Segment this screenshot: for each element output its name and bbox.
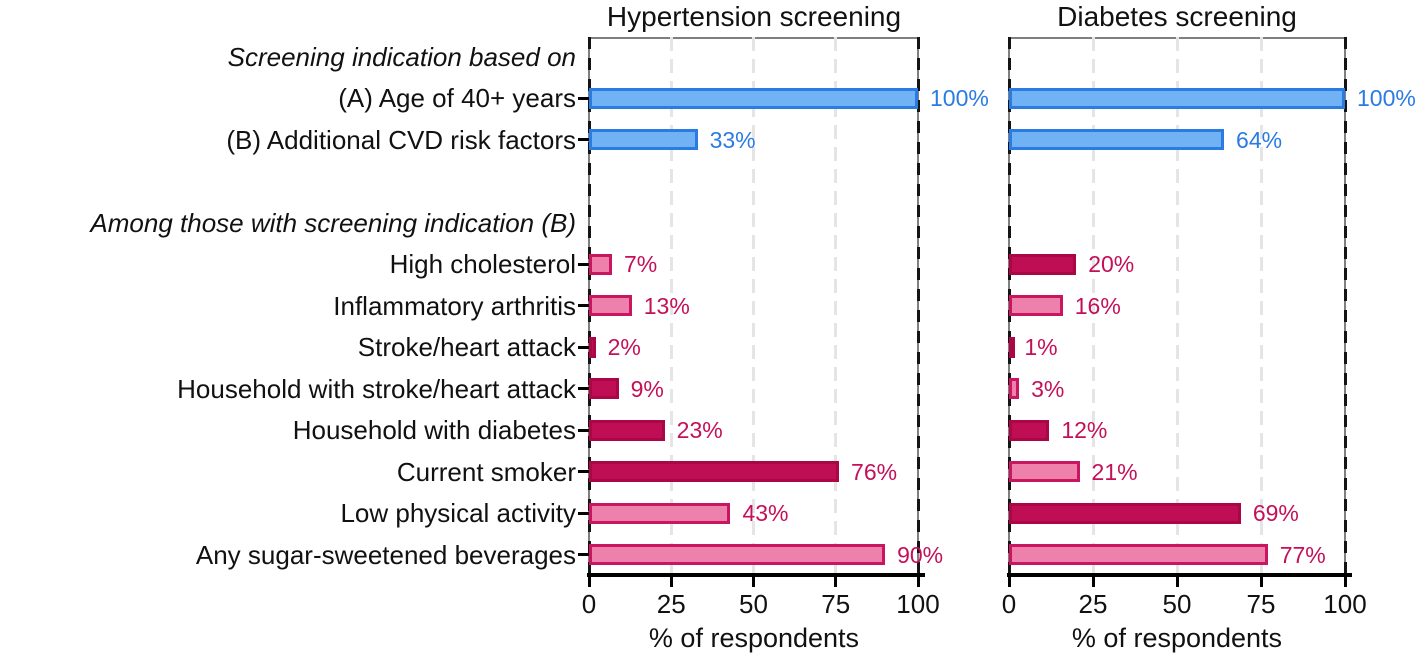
category-label: (A) Age of 40+ years xyxy=(338,83,576,113)
category-label: Inflammatory arthritis xyxy=(333,290,576,321)
x-axis-tick xyxy=(587,576,591,587)
value-label: 77% xyxy=(1279,541,1326,568)
section-header-label: Screening indication based on xyxy=(227,41,576,72)
bar-hyp xyxy=(589,461,840,482)
panel-title-diabetes: Diabetes screening xyxy=(1057,1,1297,32)
x-tick-label: 0 xyxy=(1001,589,1017,619)
value-label: 16% xyxy=(1074,292,1121,319)
x-tick-label: 0 xyxy=(581,589,597,619)
bar-dia xyxy=(1009,461,1080,482)
category-label: Household with stroke/heart attack xyxy=(177,373,576,404)
value-label: 12% xyxy=(1061,417,1108,443)
x-axis-tick xyxy=(916,576,920,587)
x-axis-tick xyxy=(1175,576,1179,587)
gridline xyxy=(834,37,838,574)
bar-hyp xyxy=(589,253,613,275)
category-label: High cholesterol xyxy=(389,249,576,279)
value-label: 9% xyxy=(630,375,664,402)
x-axis-line xyxy=(587,573,925,577)
x-tick-label: 100 xyxy=(896,589,940,619)
bar-dia xyxy=(1009,502,1241,524)
bar-hyp xyxy=(589,502,731,524)
y-axis-tick xyxy=(578,345,589,349)
value-label: 13% xyxy=(643,292,690,319)
bar-hyp xyxy=(589,544,886,565)
x-tick-label: 75 xyxy=(1246,589,1276,619)
value-label: 21% xyxy=(1091,458,1138,485)
category-label: Any sugar-sweetened beverages xyxy=(195,539,576,570)
x-axis-tick xyxy=(1007,576,1011,587)
value-label: 100% xyxy=(1357,85,1416,111)
category-label: Stroke/heart attack xyxy=(357,332,576,362)
x-tick-label: 25 xyxy=(656,589,686,619)
y-axis-tick xyxy=(578,138,589,141)
bar-dia xyxy=(1009,129,1225,150)
bar-hyp xyxy=(589,295,632,316)
value-label: 90% xyxy=(897,541,944,568)
value-label: 100% xyxy=(930,85,989,111)
value-label: 33% xyxy=(709,126,756,153)
bar-dia xyxy=(1009,253,1077,275)
bar-hyp xyxy=(589,419,665,441)
y-axis-tick xyxy=(578,304,589,307)
bar-dia xyxy=(1009,544,1268,565)
value-label: 2% xyxy=(607,334,641,360)
bar-dia xyxy=(1009,378,1020,399)
value-label: 76% xyxy=(851,458,898,485)
category-label: Household with diabetes xyxy=(292,415,576,445)
x-tick-label: 25 xyxy=(1078,589,1108,619)
gridline xyxy=(1175,37,1179,574)
value-label: 20% xyxy=(1088,251,1135,277)
y-axis-tick xyxy=(578,387,589,390)
y-axis-tick xyxy=(578,470,589,473)
x-tick-label: 100 xyxy=(1323,589,1367,619)
bar-dia xyxy=(1009,336,1015,358)
boundary-gridline xyxy=(1343,37,1347,574)
bar-hyp xyxy=(589,87,918,109)
gridline xyxy=(1259,37,1263,574)
value-label: 69% xyxy=(1252,500,1299,526)
bar-dia xyxy=(1009,87,1345,109)
gridline xyxy=(1091,37,1095,574)
bar-dia xyxy=(1009,419,1050,441)
category-label: Low physical activity xyxy=(340,498,576,528)
value-label: 1% xyxy=(1024,334,1058,360)
y-axis-tick xyxy=(578,96,589,100)
value-label: 64% xyxy=(1236,126,1283,153)
y-axis-tick xyxy=(578,511,589,515)
x-tick-label: 50 xyxy=(739,589,768,619)
x-axis-tick xyxy=(669,576,673,587)
gridline xyxy=(669,37,673,574)
y-axis-tick xyxy=(578,553,589,556)
gridline xyxy=(752,37,755,574)
y-axis-tick xyxy=(578,428,589,432)
y-axis-tick xyxy=(578,262,589,266)
x-tick-label: 50 xyxy=(1162,589,1192,619)
value-label: 23% xyxy=(676,417,723,443)
value-label: 43% xyxy=(742,500,789,526)
x-axis-tick xyxy=(752,576,755,587)
panel-title-hypertension: Hypertension screening xyxy=(606,1,902,32)
bar-hyp xyxy=(589,336,596,358)
x-axis-tick xyxy=(1091,576,1095,587)
x-tick-label: 75 xyxy=(821,589,851,619)
x-axis-label-diabetes: % of respondents xyxy=(1071,623,1283,653)
bar-dia xyxy=(1009,295,1063,316)
category-label: Current smoker xyxy=(396,456,576,487)
category-label: (B) Additional CVD risk factors xyxy=(226,124,576,155)
value-label: 7% xyxy=(624,251,658,277)
x-axis-tick xyxy=(1343,576,1347,587)
x-axis-tick xyxy=(834,576,838,587)
bar-hyp xyxy=(589,129,698,150)
boundary-gridline xyxy=(916,37,920,574)
bar-hyp xyxy=(589,378,619,399)
x-axis-label-hypertension: % of respondents xyxy=(648,623,860,653)
section-header-label: Among those with screening indication (B… xyxy=(90,207,576,238)
value-label: 3% xyxy=(1031,375,1065,402)
x-axis-tick xyxy=(1259,576,1263,587)
x-axis-line xyxy=(1007,573,1352,577)
